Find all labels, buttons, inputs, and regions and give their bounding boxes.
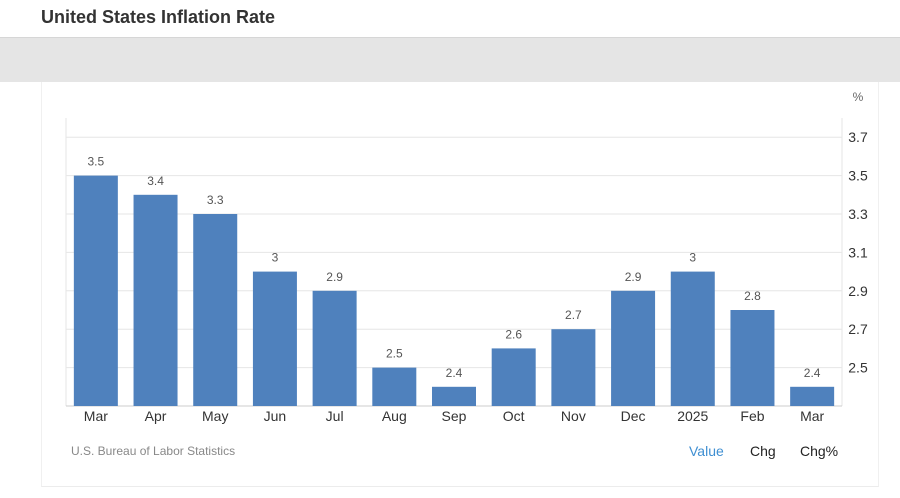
data-label: 3 xyxy=(689,251,696,265)
x-tick-label: Aug xyxy=(382,408,407,424)
y-tick-label: 3.1 xyxy=(848,244,868,260)
x-tick-label: Mar xyxy=(84,408,108,424)
y-tick-label: 3.3 xyxy=(848,206,868,222)
bar[interactable] xyxy=(432,386,476,406)
x-tick-label: May xyxy=(202,408,228,424)
x-tick-label: Apr xyxy=(145,408,167,424)
data-labels: 3.5 3.4 3.3 3 2.9 2.5 2.4 2.6 2.7 2.9 3 2.8 2.4 xyxy=(88,155,821,380)
y-axis-ticks: 3.7 3.5 3.3 3.1 2.9 2.7 2.5 xyxy=(848,129,868,375)
x-tick-label: 2025 xyxy=(677,408,708,424)
page-title: United States Inflation Rate xyxy=(41,7,276,27)
x-tick-label: Jul xyxy=(326,408,344,424)
data-label: 2.4 xyxy=(804,366,821,380)
bar[interactable] xyxy=(372,367,417,406)
header-band xyxy=(0,37,900,82)
bar[interactable] xyxy=(551,329,596,406)
x-tick-label: Mar xyxy=(800,408,824,424)
data-label: 2.9 xyxy=(625,270,642,284)
bar[interactable] xyxy=(193,214,238,406)
bar[interactable] xyxy=(312,290,357,406)
data-label: 3 xyxy=(272,251,279,265)
x-tick-label: Dec xyxy=(621,408,646,424)
bar[interactable] xyxy=(670,271,715,406)
data-label: 3.5 xyxy=(88,155,105,169)
x-tick-label: Jun xyxy=(264,408,287,424)
data-label: 2.6 xyxy=(505,327,522,341)
x-tick-label: Feb xyxy=(740,408,764,424)
y-tick-label: 2.9 xyxy=(848,283,868,299)
value-toggle[interactable]: Value xyxy=(689,443,724,459)
data-label: 2.5 xyxy=(386,347,403,361)
x-tick-label: Oct xyxy=(503,408,525,424)
bar[interactable] xyxy=(730,310,775,406)
bar[interactable] xyxy=(491,348,536,406)
bars xyxy=(73,175,835,406)
x-axis-ticks: Mar Apr May Jun Jul Aug Sep Oct Nov Dec 2025 Feb Mar xyxy=(84,408,825,424)
data-label: 3.4 xyxy=(147,174,164,188)
chg-pct-toggle[interactable]: Chg% xyxy=(800,443,839,459)
y-tick-label: 3.5 xyxy=(848,168,868,184)
y-axis-unit: % xyxy=(853,90,864,104)
bar[interactable] xyxy=(790,386,835,406)
y-tick-label: 3.7 xyxy=(848,129,868,145)
y-tick-label: 2.7 xyxy=(848,321,868,337)
bar[interactable] xyxy=(73,175,118,406)
chart-card xyxy=(41,82,879,487)
data-label: 2.7 xyxy=(565,308,582,322)
bar[interactable] xyxy=(133,194,178,406)
bar[interactable] xyxy=(611,290,656,406)
x-tick-label: Nov xyxy=(561,408,586,424)
grid-lines xyxy=(65,118,843,407)
chg-toggle[interactable]: Chg xyxy=(750,443,776,459)
bar[interactable] xyxy=(252,271,297,406)
source-label: U.S. Bureau of Labor Statistics xyxy=(71,444,236,458)
data-label: 2.8 xyxy=(744,289,761,303)
x-tick-label: Sep xyxy=(442,408,467,424)
data-label: 2.9 xyxy=(326,270,343,284)
y-tick-label: 2.5 xyxy=(848,360,868,376)
data-label: 2.4 xyxy=(446,366,463,380)
data-label: 3.3 xyxy=(207,193,224,207)
